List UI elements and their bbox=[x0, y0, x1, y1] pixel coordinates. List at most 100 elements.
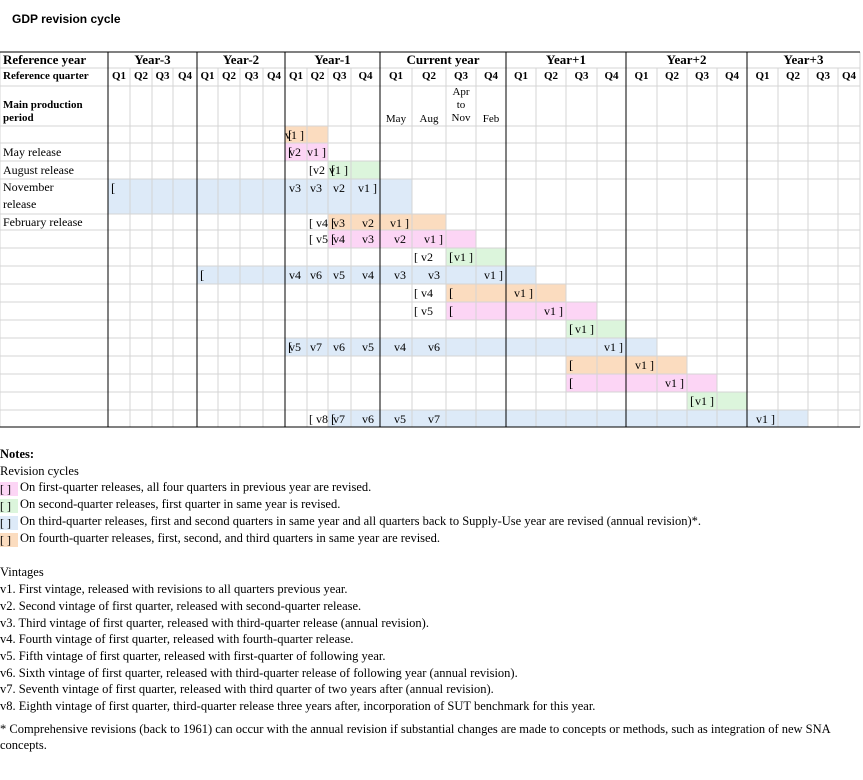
vintage-entry: v7 bbox=[310, 340, 322, 354]
vintage-entry: v4 bbox=[362, 268, 374, 282]
quarter-header: Q1 bbox=[200, 70, 215, 82]
vintage-entry: v5 bbox=[289, 340, 301, 354]
open-bracket: [ bbox=[288, 339, 292, 354]
open-bracket: [ bbox=[331, 215, 335, 230]
vintage-entry: v1 ] bbox=[484, 268, 503, 282]
vintage-entry: v3 bbox=[289, 181, 301, 195]
vintage-entry: v6 bbox=[362, 412, 374, 426]
cycle-note: [ ] On third-quarter releases, first and … bbox=[0, 513, 860, 531]
open-bracket: [ bbox=[569, 357, 573, 372]
year-header: Year-1 bbox=[314, 52, 351, 67]
row-label-february: February release bbox=[3, 215, 83, 229]
vintage-entry: [ v5 bbox=[414, 304, 433, 318]
quarter-header: Q3 bbox=[155, 70, 170, 82]
open-bracket: [ bbox=[288, 127, 292, 142]
quarter-header: Q3 bbox=[453, 70, 469, 82]
open-bracket: [ bbox=[690, 393, 694, 408]
vintage-entry: [ v8 bbox=[309, 412, 328, 426]
row-label-november: release bbox=[3, 197, 37, 211]
vintage-entry: v1 ] bbox=[454, 250, 473, 264]
vintages-list: v1. First vintage, released with revisio… bbox=[0, 581, 860, 715]
quarter-header: Q3 bbox=[694, 70, 710, 82]
revision-band bbox=[197, 266, 536, 284]
month-label: Feb bbox=[482, 113, 500, 125]
vintage-entry: v2 bbox=[394, 232, 406, 246]
production-period-label: Main production bbox=[3, 99, 83, 111]
quarter-header: Q1 bbox=[288, 70, 304, 82]
vintage-entry: [ v2 bbox=[414, 250, 433, 264]
notes-section: Notes: Revision cycles [ ] On first-quart… bbox=[0, 446, 860, 754]
vintage-note: v5. Fifth vintage of first quarter, rele… bbox=[0, 648, 386, 663]
revision-band bbox=[566, 374, 717, 392]
vintage-entry: v1 ] bbox=[358, 181, 377, 195]
row-label-may: May release bbox=[3, 145, 62, 159]
revision-grid: [[[[[[[[[[[[[[[[ bbox=[0, 51, 861, 428]
quarter-header: Q4 bbox=[841, 70, 857, 82]
open-bracket: [ bbox=[200, 267, 204, 282]
vintage-note: v2. Second vintage of first quarter, rel… bbox=[0, 598, 362, 613]
open-bracket: [ bbox=[569, 375, 573, 390]
quarter-header: Q1 bbox=[755, 70, 770, 82]
quarter-header: Q4 bbox=[358, 70, 373, 82]
vintage-entry: v7 bbox=[428, 412, 440, 426]
row-label-august: August release bbox=[3, 163, 74, 177]
revision-band bbox=[566, 320, 626, 338]
open-bracket: [ bbox=[331, 231, 335, 246]
vintage-entry: v1 ] bbox=[329, 163, 348, 177]
month-label: Apr bbox=[452, 86, 470, 98]
vintage-entry: v2 bbox=[362, 216, 374, 230]
revision-band bbox=[285, 338, 657, 356]
cycle-note-text: On second-quarter releases, first quarte… bbox=[20, 497, 341, 512]
vintage-entry: v4 bbox=[333, 232, 345, 246]
open-bracket: [ bbox=[111, 180, 115, 195]
footnote: * Comprehensive revisions (back to 1961)… bbox=[0, 721, 830, 753]
quarter-header: Q2 bbox=[785, 70, 801, 82]
notes-heading: Notes: bbox=[0, 447, 35, 461]
vintage-entry: [v2 bbox=[309, 163, 325, 177]
vintage-entry: v2 bbox=[333, 181, 345, 195]
quarter-header: Q3 bbox=[815, 70, 831, 82]
vintage-entry: v1 ] bbox=[604, 340, 623, 354]
color-swatch: [ ] bbox=[0, 482, 18, 497]
vintage-entry: v4 bbox=[289, 268, 301, 282]
cycle-note: [ ] On fourth-quarter releases, first, se… bbox=[0, 530, 860, 548]
quarter-header: Q3 bbox=[332, 70, 347, 82]
vintage-entry: [ v4 bbox=[414, 286, 433, 300]
vintage-note: v7. Seventh vintage of first quarter, re… bbox=[0, 682, 494, 697]
vintage-entry: v2 bbox=[289, 145, 301, 159]
color-swatch: [ ] bbox=[0, 533, 18, 548]
vintage-entry: v1 ] bbox=[424, 232, 443, 246]
cycles-list: [ ] On first-quarter releases, all four q… bbox=[0, 479, 860, 548]
year-header: Year-3 bbox=[134, 52, 171, 67]
vintage-entry: v6 bbox=[428, 340, 440, 354]
vintage-entry: v1 ] bbox=[544, 304, 563, 318]
vintage-entry: v6 bbox=[333, 340, 345, 354]
revision-band bbox=[328, 410, 808, 427]
quarter-header: Q4 bbox=[604, 70, 619, 82]
year-header: Year+2 bbox=[666, 52, 707, 67]
vintage-note: v8. Eighth vintage of first quarter, thi… bbox=[0, 699, 596, 714]
open-bracket: [ bbox=[569, 321, 573, 336]
vintages-heading: Vintages bbox=[0, 565, 44, 580]
vintage-entry: v1 ] bbox=[665, 376, 684, 390]
quarter-header: Q2 bbox=[664, 70, 680, 82]
year-header: Year+3 bbox=[783, 52, 824, 67]
open-bracket: [ bbox=[449, 303, 453, 318]
revision-band bbox=[328, 230, 476, 248]
vintage-note: v6. Sixth vintage of first quarter, rele… bbox=[0, 665, 518, 680]
vintage-entry: v3 bbox=[362, 232, 374, 246]
vintage-note: v3. Third vintage of first quarter, rele… bbox=[0, 615, 429, 630]
page-title: GDP revision cycle bbox=[12, 12, 121, 26]
quarter-header: Q3 bbox=[574, 70, 589, 82]
vintage-entry: v3 bbox=[428, 268, 440, 282]
revision-band bbox=[328, 161, 380, 179]
revision-band bbox=[328, 214, 446, 230]
month-label: Nov bbox=[451, 112, 471, 124]
vintage-entry: v1 ] bbox=[635, 358, 654, 372]
row-label-november: November bbox=[3, 180, 54, 194]
revision-band bbox=[108, 179, 412, 214]
cycle-note-text: On first-quarter releases, all four quar… bbox=[20, 480, 372, 495]
vintage-entry: v1 ] bbox=[285, 128, 304, 142]
quarter-header: Q4 bbox=[483, 70, 499, 82]
vintage-entry: v3 bbox=[310, 181, 322, 195]
